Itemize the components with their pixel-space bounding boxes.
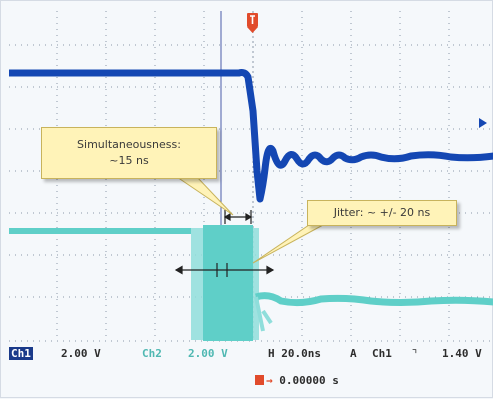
trigger-position-icon xyxy=(255,375,264,385)
trigger-marker-icon xyxy=(247,13,258,33)
jitter-callout-pointer xyxy=(252,224,324,264)
ch1-offscreen-marker xyxy=(479,118,487,128)
trigger-level[interactable]: 1.40 V xyxy=(442,347,482,360)
ch1-scale[interactable]: 2.00 V xyxy=(61,347,101,360)
horizontal-scale[interactable]: H 20.0ns xyxy=(268,347,321,360)
ch1-label[interactable]: Ch1 xyxy=(9,347,33,360)
trigger-mode[interactable]: A xyxy=(350,347,357,360)
ch1-waveform xyxy=(9,69,493,203)
trigger-position-value[interactable]: 0.00000 s xyxy=(279,374,339,387)
jitter-measure-arrow xyxy=(174,263,275,277)
simultaneousness-title: Simultaneousness: xyxy=(77,138,181,151)
simultaneousness-callout-pointer xyxy=(175,176,234,216)
ch2-label[interactable]: Ch2 xyxy=(142,347,162,360)
simultaneousness-callout: Simultaneousness: ~15 ns xyxy=(41,127,217,179)
simultaneousness-value: ~15 ns xyxy=(109,154,149,167)
falling-edge-icon[interactable]: ⌝ xyxy=(411,347,418,360)
trigger-source[interactable]: Ch1 xyxy=(372,347,392,360)
graticule-grid xyxy=(9,11,493,342)
jitter-label: Jitter: ~ +/- 20 ns xyxy=(333,206,431,219)
ch2-scale[interactable]: 2.00 V xyxy=(188,347,228,360)
ch2-waveform xyxy=(9,225,493,341)
status-bar: Ch1 2.00 V Ch2 2.00 V H 20.0ns A Ch1 ⌝ 1… xyxy=(1,345,493,363)
trigger-position-arrow: → xyxy=(266,374,273,387)
trigger-position-readout: → 0.00000 s xyxy=(255,374,339,387)
jitter-callout: Jitter: ~ +/- 20 ns xyxy=(307,200,457,226)
simultaneousness-measure-arrow xyxy=(223,210,253,224)
